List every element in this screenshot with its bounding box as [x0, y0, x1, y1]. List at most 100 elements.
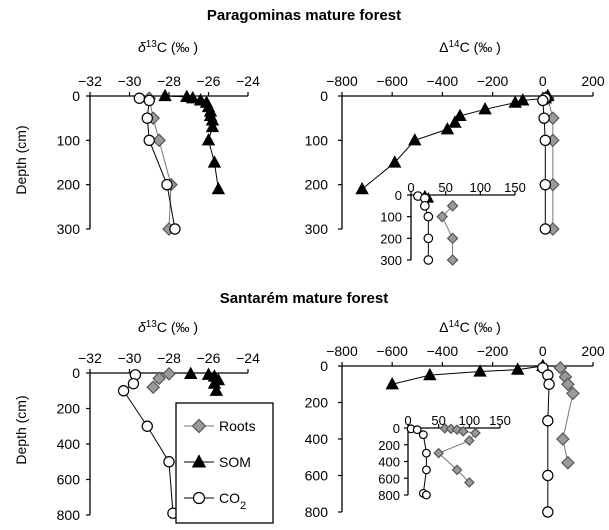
point-roots	[436, 210, 449, 223]
point-co2	[418, 430, 428, 440]
x-tick-label: 200	[581, 343, 605, 359]
x-tick-label: −200	[477, 73, 509, 89]
point-co2	[421, 465, 431, 475]
point-co2	[163, 456, 175, 468]
d13c-label-bottom: δ13C (‰ )	[138, 319, 198, 336]
y-tick-label: 0	[72, 88, 80, 104]
y-tick-label: 800	[57, 507, 81, 523]
point-som	[207, 155, 222, 168]
x-tick-label: −400	[427, 73, 459, 89]
point-co2	[537, 94, 549, 107]
point-som	[201, 133, 216, 146]
y-tick-label: 400	[378, 455, 400, 470]
x-tick-label: 150	[504, 180, 526, 195]
legend-box	[175, 402, 274, 524]
point-roots	[162, 367, 176, 381]
y-tick-label: 600	[378, 471, 400, 486]
point-som	[158, 88, 172, 102]
y-tick-label: 300	[380, 253, 402, 268]
panel-1: −800 −600 −400 −200 0 200 0 100 200 300	[305, 73, 605, 237]
point-roots	[152, 133, 166, 148]
series-line-co2	[122, 374, 174, 514]
point-roots	[556, 432, 570, 446]
point-som	[205, 119, 220, 133]
point-roots	[433, 447, 445, 459]
y-tick-label: 0	[395, 188, 402, 203]
point-co2	[421, 448, 431, 458]
point-som	[185, 90, 200, 104]
x-tick-label: −600	[376, 343, 408, 359]
x-tick-label: 200	[581, 73, 605, 89]
x-tick-label: −32	[78, 73, 102, 89]
x-tick-label: 0	[539, 73, 547, 89]
x-tick-label: 100	[458, 413, 480, 428]
point-co2	[117, 385, 130, 397]
point-co2	[423, 211, 434, 222]
y-tick-label: 100	[380, 210, 402, 225]
point-co2	[161, 178, 173, 191]
point-som	[473, 364, 487, 377]
d14c-label-top: Δ14C (‰ )	[439, 39, 501, 56]
x-tick-label: −26	[197, 350, 221, 366]
point-som	[448, 115, 462, 128]
legend-label-som: SOM	[219, 454, 251, 470]
point-co2	[169, 223, 181, 235]
point-co2	[143, 134, 155, 147]
point-som	[453, 108, 467, 122]
panel-0: −32 −30 −28 −26 −24 0 100 200 300	[57, 73, 260, 237]
d14c-label-bottom: Δ14C (‰ )	[439, 319, 501, 336]
legend-label-co2: CO2	[219, 490, 246, 512]
y-tick-label: 400	[305, 431, 329, 447]
point-roots	[463, 435, 475, 446]
point-roots	[451, 464, 463, 476]
y-tick-label: 800	[305, 504, 329, 520]
legend: Roots SOM CO2	[175, 402, 274, 524]
x-tick-label: −24	[236, 73, 260, 89]
point-roots	[561, 455, 575, 470]
point-co2	[423, 255, 434, 265]
y-tick-label: 800	[378, 488, 400, 503]
point-som	[408, 133, 422, 146]
point-roots	[446, 254, 459, 266]
point-som	[385, 376, 399, 390]
y-tick-label: 200	[378, 438, 400, 453]
point-co2	[141, 420, 153, 432]
point-roots	[152, 371, 166, 386]
x-tick-label: −32	[78, 350, 102, 366]
point-co2	[420, 200, 430, 211]
point-roots	[463, 477, 475, 488]
y-tick-label: 200	[57, 177, 81, 193]
x-tick-label: 50	[438, 180, 452, 195]
point-co2	[542, 415, 554, 427]
legend-marker-roots	[191, 418, 207, 434]
legend-marker-som	[191, 454, 207, 468]
point-co2	[542, 506, 554, 518]
x-tick-label: −30	[118, 73, 142, 89]
x-tick-label: −200	[477, 343, 509, 359]
point-co2	[539, 134, 552, 147]
point-co2	[133, 92, 146, 104]
x-tick-label: −600	[376, 73, 408, 89]
x-tick-label: 0	[539, 343, 547, 359]
point-co2	[539, 178, 552, 191]
y-tick-label: 0	[393, 421, 400, 436]
y-tick-label: 0	[320, 358, 328, 374]
point-co2	[539, 223, 552, 235]
point-co2	[143, 94, 155, 107]
point-roots	[553, 360, 568, 375]
legend-label-roots: Roots	[219, 418, 256, 434]
x-tick-label: 100	[469, 180, 491, 195]
d13c-label-top: δ13C (‰ )	[138, 39, 198, 56]
y-tick-label: 0	[320, 88, 328, 104]
point-som	[388, 155, 402, 168]
point-roots	[446, 199, 459, 212]
point-som	[516, 93, 530, 106]
point-som	[508, 95, 522, 108]
y-tick-label: 200	[305, 395, 329, 411]
panel-3: −32 −30 −28 −26 −24 0 200 400 600 800	[57, 350, 260, 523]
x-tick-label: 150	[489, 413, 511, 428]
x-tick-label: 0	[407, 180, 414, 195]
point-co2	[542, 469, 554, 482]
